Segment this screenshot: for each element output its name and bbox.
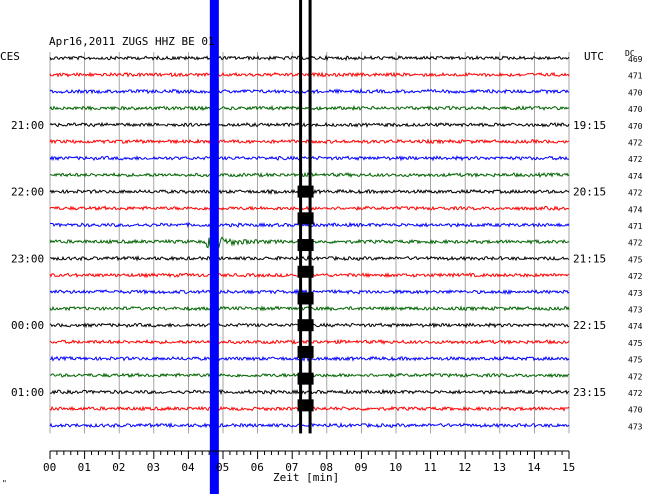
clipped-event-blob xyxy=(297,212,314,225)
dc-offset-label: 470 xyxy=(628,105,643,114)
dc-offset-label: 473 xyxy=(628,306,643,315)
clipped-event-band xyxy=(209,0,219,494)
x-tick-label: 08 xyxy=(320,461,333,474)
left-time-label: 21:00 xyxy=(11,119,44,132)
dc-offset-label: 472 xyxy=(628,272,643,281)
dc-header: DC xyxy=(625,49,635,58)
dc-offset-label: 472 xyxy=(628,139,643,148)
dc-offset-label: 471 xyxy=(628,72,643,81)
dc-offset-label: 474 xyxy=(628,205,643,214)
x-tick-label: 01 xyxy=(78,461,91,474)
left-time-label: 22:00 xyxy=(11,186,44,199)
x-axis-label: Zeit [min] xyxy=(273,471,339,484)
clipped-event-blob xyxy=(297,265,314,278)
x-tick-label: 02 xyxy=(112,461,125,474)
dc-offset-label: 475 xyxy=(628,356,643,365)
clipped-event-blob xyxy=(297,345,314,358)
x-tick-label: 15 xyxy=(562,461,575,474)
dc-offset-label: 475 xyxy=(628,339,643,348)
right-header: UTC xyxy=(584,50,604,63)
right-time-label: 20:15 xyxy=(573,186,606,199)
left-time-label: 23:00 xyxy=(11,252,44,265)
dc-offset-label: 472 xyxy=(628,189,643,198)
dc-offset-label: 472 xyxy=(628,372,643,381)
plot-grid xyxy=(49,52,570,434)
clipped-event-blob xyxy=(297,319,314,332)
right-time-label: 23:15 xyxy=(573,386,606,399)
dc-offset-label: 469 xyxy=(628,55,643,64)
x-tick-label: 00 xyxy=(43,461,56,474)
dc-offset-label: 470 xyxy=(628,406,643,415)
dc-offset-label: 474 xyxy=(628,322,643,331)
dc-offset-label: 474 xyxy=(628,172,643,181)
x-tick-label: 11 xyxy=(424,461,437,474)
clipped-event-blob xyxy=(297,239,314,252)
chart-title: Apr16,2011 ZUGS HHZ BE 01 xyxy=(49,35,215,48)
x-tick-label: 10 xyxy=(389,461,402,474)
x-tick-label: 13 xyxy=(493,461,506,474)
clipped-event-blob xyxy=(297,292,314,305)
right-time-label: 22:15 xyxy=(573,319,606,332)
labels-layer: Apr16,2011 ZUGS HHZ BE 01 CES UTC DC Zei… xyxy=(0,35,643,488)
x-tick-label: 05 xyxy=(216,461,229,474)
dc-offset-label: 473 xyxy=(628,422,643,431)
left-header: CES xyxy=(0,50,20,63)
x-axis: 00 01 02 03 04 05 06 07 08 09 10 11 12 13 14 15 xyxy=(43,450,575,474)
dc-offset-label: 472 xyxy=(628,389,643,398)
x-tick-label: 04 xyxy=(181,461,195,474)
x-tick-label: 12 xyxy=(458,461,471,474)
right-time-label: 19:15 xyxy=(573,119,606,132)
dc-offset-label: 475 xyxy=(628,255,643,264)
left-time-label: 01:00 xyxy=(11,386,44,399)
x-tick-label: 03 xyxy=(147,461,160,474)
clipped-event-blob xyxy=(297,185,314,198)
x-tick-label: 06 xyxy=(251,461,264,474)
dc-offset-label: 470 xyxy=(628,88,643,97)
clipped-event-blob xyxy=(297,372,314,385)
dc-offset-label: 473 xyxy=(628,289,643,298)
corner-mark: " xyxy=(2,479,7,488)
event-overlays xyxy=(209,0,314,494)
right-time-label: 21:15 xyxy=(573,252,606,265)
x-tick-label: 14 xyxy=(527,461,541,474)
dc-offset-label: 472 xyxy=(628,239,643,248)
left-time-label: 00:00 xyxy=(11,319,44,332)
clipped-event-blob xyxy=(297,399,314,412)
dc-offset-label: 470 xyxy=(628,122,643,131)
x-tick-label: 07 xyxy=(285,461,298,474)
x-tick-label: 09 xyxy=(354,461,367,474)
dc-offset-label: 471 xyxy=(628,222,643,231)
dc-offset-label: 472 xyxy=(628,155,643,164)
